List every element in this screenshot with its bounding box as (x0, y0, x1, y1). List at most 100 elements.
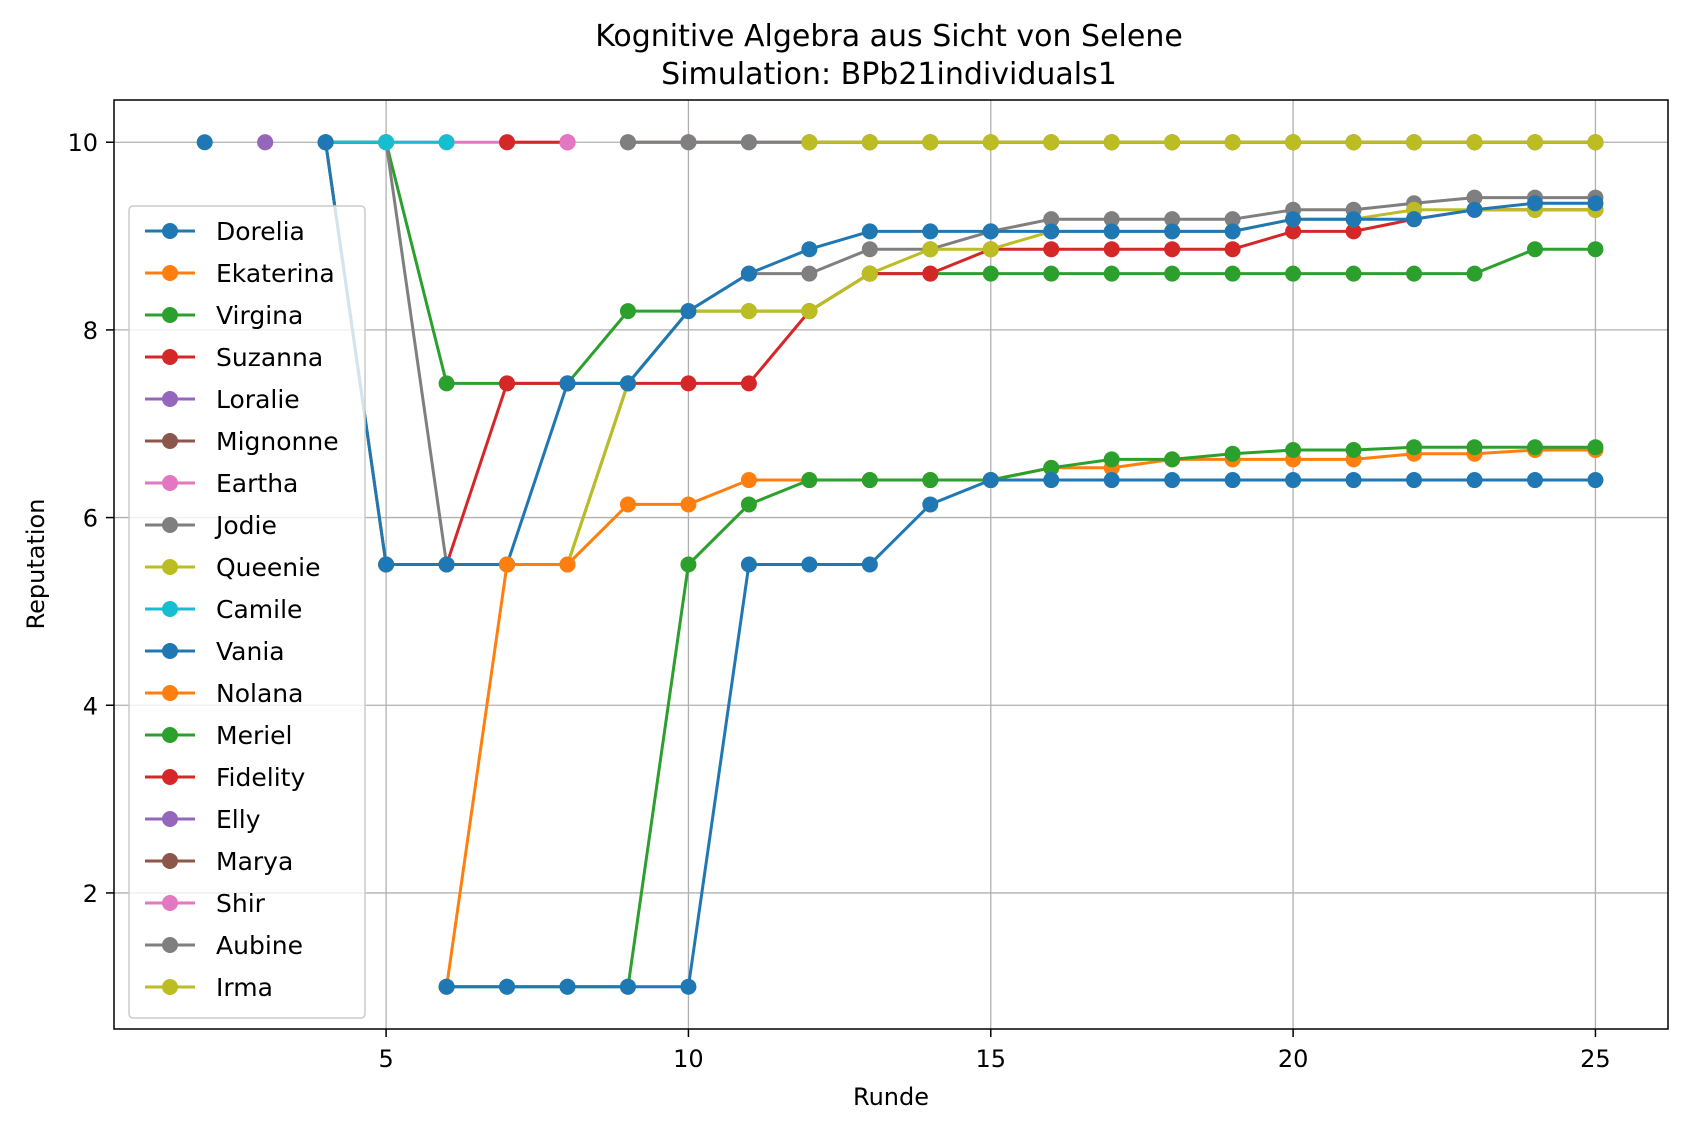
legend-item: Vania (145, 637, 285, 666)
legend-marker (162, 685, 178, 701)
legend-label: Marya (216, 847, 293, 876)
data-point (982, 472, 999, 489)
data-point (861, 556, 878, 573)
legend-label: Mignonne (216, 427, 339, 456)
data-point (922, 265, 939, 282)
legend-label: Eartha (216, 469, 298, 498)
data-point (1285, 472, 1302, 489)
data-point (1587, 134, 1604, 151)
y-tick-label: 4 (83, 692, 98, 720)
data-point (1466, 134, 1483, 151)
legend-label: Queenie (216, 553, 320, 582)
data-point (1224, 223, 1241, 240)
legend-label: Elly (216, 805, 261, 834)
data-point (378, 134, 395, 151)
data-point (1103, 265, 1120, 282)
data-point (1103, 472, 1120, 489)
data-point (982, 241, 999, 258)
legend-item: Camile (145, 595, 302, 624)
data-point (1043, 265, 1060, 282)
data-point (1345, 472, 1362, 489)
data-point (559, 375, 576, 392)
legend-label: Shir (216, 889, 266, 918)
data-point (438, 978, 455, 995)
data-point (1224, 241, 1241, 258)
data-point (740, 303, 757, 320)
x-axis-label: Runde (853, 1083, 929, 1111)
legend-marker (162, 727, 178, 743)
data-point (1406, 211, 1423, 228)
series-unlabeled (438, 472, 1604, 995)
data-point (1103, 134, 1120, 151)
data-point (801, 556, 818, 573)
data-point (982, 134, 999, 151)
data-point (801, 241, 818, 258)
data-point (1043, 211, 1060, 228)
series-vania (317, 134, 1604, 573)
data-point (1526, 439, 1543, 456)
series-line (324, 141, 1596, 566)
data-point (1345, 265, 1362, 282)
data-point (1406, 472, 1423, 489)
legend-item: Eartha (145, 469, 298, 498)
data-point (619, 978, 636, 995)
legend-marker (162, 811, 178, 827)
data-point (1526, 241, 1543, 258)
data-point (922, 223, 939, 240)
data-point (1526, 134, 1543, 151)
series-nolana (438, 442, 1604, 995)
data-point (1466, 265, 1483, 282)
data-point (1466, 472, 1483, 489)
series-irma (801, 134, 1604, 151)
y-tick-label: 10 (67, 129, 98, 157)
data-point (1103, 211, 1120, 228)
data-point (1526, 472, 1543, 489)
y-tick-label: 6 (83, 505, 98, 533)
legend-marker (162, 265, 178, 281)
data-point (740, 472, 757, 489)
x-tick-label: 10 (673, 1045, 704, 1073)
data-point (1466, 439, 1483, 456)
legend-item: Virgina (145, 301, 303, 330)
data-point (196, 134, 213, 151)
legend-marker (162, 979, 178, 995)
legend-label: Irma (216, 973, 273, 1002)
data-point (1406, 439, 1423, 456)
y-tick-label: 2 (83, 880, 98, 908)
legend-marker (162, 601, 178, 617)
x-tick-label: 5 (378, 1045, 393, 1073)
data-point (982, 223, 999, 240)
data-point (499, 375, 516, 392)
legend-item: Elly (145, 805, 261, 834)
data-point (378, 556, 395, 573)
legend-label: Virgina (216, 301, 303, 330)
data-point (1164, 472, 1181, 489)
data-point (922, 496, 939, 513)
series-dorelia (196, 134, 213, 151)
data-point (1285, 223, 1302, 240)
data-point (1164, 241, 1181, 258)
data-point (1164, 223, 1181, 240)
data-point (1345, 442, 1362, 459)
data-point (1587, 195, 1604, 212)
legend-marker (162, 769, 178, 785)
data-point (1224, 211, 1241, 228)
data-point (1164, 265, 1181, 282)
data-point (1224, 445, 1241, 462)
data-point (1285, 442, 1302, 459)
series-line (325, 140, 1596, 566)
data-point (861, 472, 878, 489)
data-point (559, 134, 576, 151)
legend-marker (162, 559, 178, 575)
data-point (740, 265, 757, 282)
axis-ticks: 5 10 15 20 25 2 4 6 8 10 (67, 129, 1610, 1073)
legend-item: Fidelity (145, 763, 305, 792)
legend-label: Suzanna (216, 343, 323, 372)
data-point (559, 556, 576, 573)
data-point (1526, 195, 1543, 212)
data-point (801, 265, 818, 282)
data-point (801, 134, 818, 151)
data-point (1587, 472, 1604, 489)
data-point (1466, 189, 1483, 206)
legend-label: Jodie (214, 511, 277, 540)
